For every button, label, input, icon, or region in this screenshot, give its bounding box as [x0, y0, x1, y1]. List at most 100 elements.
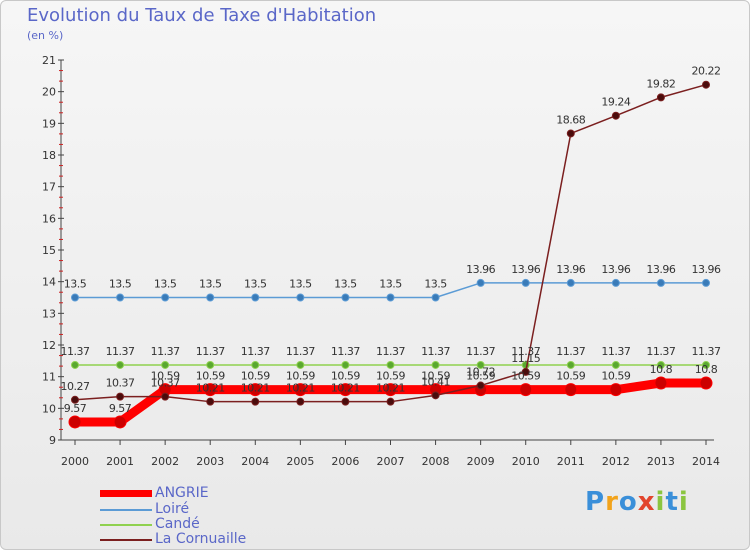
y-tick-label-20: 20 — [42, 86, 56, 99]
legend-item-loire[interactable]: Loiré — [100, 501, 350, 518]
data-point-loir--2012 — [611, 278, 620, 287]
x-tick-label-2013: 2013 — [647, 455, 675, 468]
unit-label: (en %) — [27, 29, 64, 42]
data-point-cand--2004 — [251, 360, 260, 369]
data-point-la-cornuaille-2009 — [476, 381, 485, 390]
data-label-angrie-2002: 10.59 — [151, 370, 180, 383]
data-point-cand--2002 — [161, 360, 170, 369]
legend-label-la-cornuaille: La Cornuaille — [155, 531, 247, 547]
data-point-loir--2000 — [71, 293, 79, 302]
data-point-la-cornuaille-2008 — [431, 391, 440, 400]
data-label-loir--2006: 13.5 — [334, 278, 357, 291]
data-point-angrie-2013 — [654, 376, 668, 390]
legend-item-cande[interactable]: Candé — [100, 516, 350, 533]
data-point-loir--2010 — [521, 278, 530, 287]
data-label-angrie-2013: 10.8 — [650, 363, 673, 376]
data-label-angrie-2001: 9.57 — [109, 402, 132, 415]
y-tick-label-16: 16 — [42, 212, 56, 225]
data-point-angrie-2014 — [699, 376, 713, 390]
logo-letter: x — [637, 487, 656, 517]
data-label-cand--2013: 11.37 — [646, 345, 675, 358]
y-tick-label-13: 13 — [42, 307, 56, 320]
data-label-la-cornuaille-2000: 10.27 — [61, 380, 90, 393]
data-point-cand--2013 — [656, 360, 665, 369]
data-label-loir--2011: 13.96 — [556, 263, 585, 276]
logo-letter: o — [618, 487, 638, 517]
x-tick-label-2014: 2014 — [692, 455, 720, 468]
y-tick-label-18: 18 — [42, 149, 56, 162]
data-point-cand--2012 — [611, 360, 620, 369]
data-point-loir--2009 — [476, 278, 485, 287]
data-point-cand--2008 — [431, 360, 440, 369]
data-point-loir--2007 — [386, 293, 395, 302]
data-point-loir--2014 — [702, 278, 710, 287]
data-label-cand--2000: 11.37 — [61, 345, 90, 358]
y-tick-label-17: 17 — [42, 181, 56, 194]
data-label-loir--2012: 13.96 — [601, 263, 630, 276]
data-label-angrie-2006: 10.59 — [331, 370, 360, 383]
data-label-loir--2013: 13.96 — [646, 263, 675, 276]
data-point-cand--2001 — [116, 360, 125, 369]
data-point-angrie-2001 — [113, 415, 127, 429]
data-point-angrie-2004 — [248, 383, 262, 397]
data-point-cand--2006 — [341, 360, 350, 369]
data-point-cand--2014 — [702, 360, 710, 369]
data-label-angrie-2003: 10.59 — [196, 370, 225, 383]
data-label-angrie-2014: 10.8 — [695, 363, 718, 376]
data-point-la-cornuaille-2007 — [386, 397, 395, 406]
data-point-loir--2004 — [251, 293, 260, 302]
data-point-la-cornuaille-2002 — [161, 392, 170, 401]
x-tick-label-2010: 2010 — [512, 455, 540, 468]
y-tick-label-15: 15 — [42, 244, 56, 257]
data-point-angrie-2006 — [338, 383, 352, 397]
x-tick-label-2007: 2007 — [377, 455, 405, 468]
data-point-loir--2011 — [566, 278, 575, 287]
logo-letter: r — [605, 487, 619, 517]
data-point-angrie-2010 — [519, 383, 533, 397]
logo-letter: i — [678, 487, 689, 517]
y-tick-label-12: 12 — [42, 339, 56, 352]
data-label-loir--2007: 13.5 — [379, 278, 402, 291]
data-label-la-cornuaille-2012: 19.24 — [601, 96, 630, 109]
x-tick-label-2003: 2003 — [196, 455, 224, 468]
legend-item-angrie[interactable]: ANGRIE — [100, 485, 350, 502]
data-label-cand--2007: 11.37 — [376, 345, 405, 358]
data-label-loir--2004: 13.5 — [244, 278, 267, 291]
data-label-cand--2005: 11.37 — [286, 345, 315, 358]
data-label-angrie-2009: 10.59 — [466, 370, 495, 383]
data-label-la-cornuaille-2004: 10.21 — [241, 382, 270, 395]
data-point-la-cornuaille-2014 — [702, 80, 710, 89]
data-point-loir--2002 — [161, 293, 170, 302]
legend-item-la-cornuaille[interactable]: La Cornuaille — [100, 531, 350, 548]
proxiti-logo: Proxiti — [585, 487, 689, 517]
data-point-loir--2013 — [656, 278, 665, 287]
data-label-cand--2011: 11.37 — [556, 345, 585, 358]
data-label-la-cornuaille-2005: 10.21 — [286, 382, 315, 395]
data-point-la-cornuaille-2010 — [521, 367, 530, 376]
data-label-cand--2006: 11.37 — [331, 345, 360, 358]
data-label-loir--2010: 13.96 — [511, 263, 540, 276]
x-tick-label-2005: 2005 — [286, 455, 314, 468]
data-point-la-cornuaille-2000 — [71, 395, 79, 404]
data-point-angrie-2003 — [203, 383, 217, 397]
legend-swatch-la-cornuaille — [100, 539, 152, 541]
legend-swatch-angrie — [100, 490, 152, 497]
data-label-angrie-2010: 10.59 — [511, 370, 540, 383]
data-label-loir--2014: 13.96 — [692, 263, 721, 276]
data-label-la-cornuaille-2008: 10.41 — [421, 375, 450, 388]
x-tick-label-2009: 2009 — [467, 455, 495, 468]
data-label-loir--2009: 13.96 — [466, 263, 495, 276]
data-point-cand--2007 — [386, 360, 395, 369]
y-tick-label-11: 11 — [42, 371, 56, 384]
data-label-la-cornuaille-2009: 10.72 — [466, 366, 495, 379]
legend-label-cande: Candé — [155, 516, 200, 532]
data-label-la-cornuaille-2007: 10.21 — [376, 382, 405, 395]
x-tick-label-2011: 2011 — [557, 455, 585, 468]
data-label-angrie-2005: 10.59 — [286, 370, 315, 383]
logo-letter: P — [585, 487, 606, 517]
y-tick-label-10: 10 — [42, 402, 56, 415]
data-label-loir--2001: 13.5 — [109, 278, 132, 291]
data-label-loir--2008: 13.5 — [424, 278, 447, 291]
x-tick-label-2006: 2006 — [331, 455, 359, 468]
